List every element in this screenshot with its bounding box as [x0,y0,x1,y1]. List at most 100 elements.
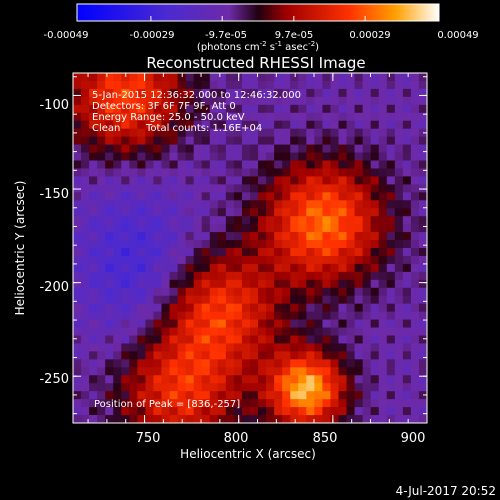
heatmap-cell [362,343,372,352]
heatmap-cell [250,73,259,82]
heatmap-cell [177,248,187,257]
heatmap-cell [354,327,364,336]
heatmap-cell [73,367,82,376]
heatmap-cell [241,200,251,209]
heatmap-cell [145,343,154,352]
heatmap-cell [378,168,388,177]
heatmap-cell [346,176,355,185]
heatmap-cell [209,176,219,185]
heatmap-cell [402,287,412,297]
heatmap-cell [233,208,243,217]
heatmap-cell [378,383,388,392]
heatmap-cell [298,240,307,249]
heatmap-cell [105,311,114,320]
heatmap-cell [322,248,331,257]
heatmap-cell [129,176,138,185]
heatmap-cell [81,73,90,82]
heatmap-cell [346,255,355,265]
heatmap-cell [386,399,396,408]
heatmap-cell [250,208,259,217]
heatmap-cell [89,319,98,328]
heatmap-cell [113,351,122,360]
heatmap-cell [225,255,235,265]
heatmap-cell [89,279,98,289]
heatmap-cell [81,152,90,161]
heatmap-cell [274,232,283,241]
heatmap-cell [362,192,372,201]
heatmap-cell [73,104,82,114]
heatmap-cell [418,351,428,360]
heatmap-cell [258,224,267,233]
heatmap-cell [266,287,275,297]
heatmap-cell [386,208,396,217]
heatmap-cell [330,73,339,82]
heatmap-cell [209,152,219,161]
heatmap-cell [330,80,339,90]
heatmap-cell [185,399,195,408]
heatmap-cell [410,104,420,114]
heatmap-cell [338,208,347,217]
heatmap-cell [201,287,211,297]
heatmap-cell [81,263,90,273]
heatmap-cell [241,415,251,424]
heatmap-cell [250,383,259,392]
heatmap-cell [346,88,355,98]
heatmap-cell [258,407,267,416]
heatmap-cell [346,248,355,257]
heatmap-cell [233,224,243,233]
heatmap-cell [322,224,331,233]
heatmap-cell [314,359,323,368]
heatmap-cell [137,232,146,241]
heatmap-cell [250,399,259,408]
heatmap-cell [298,88,307,98]
heatmap-cell [306,192,315,201]
heatmap-cell [338,88,347,98]
heatmap-cell [193,415,203,424]
annotation-total-counts: Total counts: 1.16E+04 [145,123,262,134]
heatmap-cell [314,303,323,313]
heatmap-cell [346,311,355,320]
heatmap-cell [378,343,388,352]
heatmap-cell [97,303,106,313]
heatmap-cell [386,96,396,106]
heatmap-cell [322,311,331,320]
heatmap-cell [394,216,404,225]
heatmap-cell [394,240,404,249]
heatmap-cell [193,248,203,257]
heatmap-cell [282,240,291,249]
heatmap-cell [282,248,291,257]
heatmap-cell [362,359,372,368]
heatmap-cell [290,271,299,281]
heatmap-cell [394,407,404,416]
heatmap-cell [177,128,187,138]
heatmap-cell [113,255,122,265]
heatmap-cell [209,407,219,416]
heatmap-cell [137,80,146,90]
heatmap-cell [177,208,187,217]
heatmap-cell [410,184,420,193]
heatmap-cell [362,224,372,233]
heatmap-cell [105,73,114,82]
heatmap-cell [177,88,187,98]
heatmap-cell [402,279,412,289]
heatmap-cell [314,271,323,281]
heatmap-cell [306,200,315,209]
heatmap-cell [330,136,339,145]
heatmap-cell [338,120,347,130]
y-tick-label-neg250: -250 [39,372,69,387]
heatmap-cell [282,375,291,384]
heatmap-cell [362,399,372,408]
heatmap-cell [233,319,243,328]
heatmap-cell [121,112,130,122]
heatmap-cell [129,351,138,360]
heatmap-cell [362,383,372,392]
heatmap-cell [129,240,138,249]
heatmap-cell [153,415,162,424]
heatmap-cell [362,73,372,82]
heatmap-cell [241,80,251,90]
heatmap-cell [89,240,98,249]
heatmap-cell [250,112,259,122]
heatmap-cell [346,335,355,344]
heatmap-cell [145,311,154,320]
heatmap-cell [177,120,187,130]
